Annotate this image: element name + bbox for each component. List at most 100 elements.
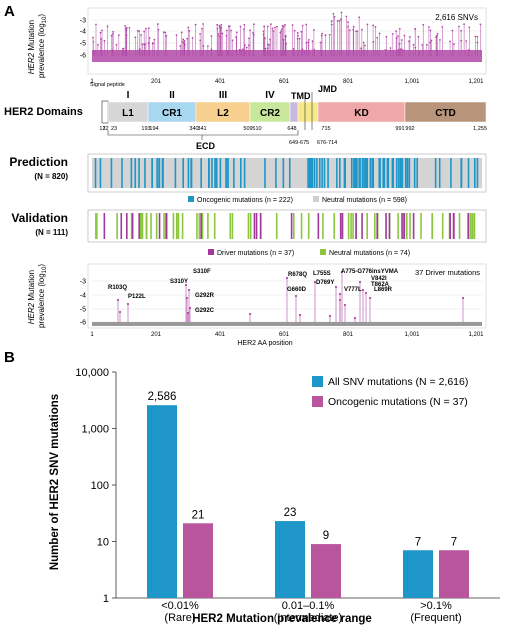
driver-mark bbox=[290, 213, 293, 239]
oncogenic-mark bbox=[355, 158, 357, 188]
top-lollipop-dot bbox=[355, 30, 357, 33]
top-lollipop-dot bbox=[435, 36, 437, 39]
neutral-validation-mark bbox=[307, 213, 310, 239]
top-lollipop-dot bbox=[266, 43, 269, 46]
top-lollipop-dot bbox=[175, 34, 178, 36]
top-lollipop-dot bbox=[408, 40, 410, 43]
top-lollipop-dot bbox=[216, 23, 219, 26]
neutral-validation-mark bbox=[181, 213, 184, 239]
driver-dot bbox=[184, 283, 188, 287]
top-lollipop-dot bbox=[106, 25, 109, 28]
top-lollipop-dot bbox=[429, 41, 431, 44]
driver-dot bbox=[248, 312, 252, 316]
oncogenic-mark bbox=[450, 158, 452, 188]
top-lollipop-dot bbox=[274, 26, 276, 29]
top-lollipop-dot bbox=[474, 35, 477, 38]
top-lollipop-dot bbox=[220, 23, 223, 26]
oncogenic-mark bbox=[474, 158, 476, 188]
top-lollipop-dot bbox=[298, 37, 301, 40]
bar bbox=[183, 523, 213, 598]
bottom-xtick-label: 601 bbox=[279, 332, 290, 338]
x-tick-label: (Frequent) bbox=[410, 612, 461, 624]
oncogenic-mark bbox=[211, 158, 213, 188]
mutation-label: P122L bbox=[128, 294, 146, 300]
legend-swatch bbox=[312, 396, 323, 407]
driver-dot bbox=[285, 276, 289, 280]
neutral-validation-mark bbox=[207, 213, 209, 239]
bar bbox=[439, 550, 469, 598]
top-lollipop-dot bbox=[99, 31, 102, 34]
neutral-validation-mark bbox=[229, 213, 232, 239]
top-lollipop-dot bbox=[266, 25, 269, 28]
validation-legend-label: Neutral mutations (n = 74) bbox=[329, 250, 410, 257]
top-lollipop-dot bbox=[112, 30, 115, 33]
driver-dot bbox=[361, 288, 365, 292]
driver-mark bbox=[131, 213, 134, 239]
oncogenic-mark bbox=[467, 158, 470, 188]
neutral-validation-mark bbox=[300, 213, 303, 239]
oncogenic-mark bbox=[264, 158, 266, 188]
driver-dot bbox=[188, 306, 192, 310]
top-lollipop-dot bbox=[430, 39, 433, 42]
oncogenic-mark bbox=[382, 158, 385, 188]
driver-dot bbox=[353, 316, 357, 320]
driver-mark bbox=[361, 213, 363, 239]
domain-position-label: 1,255 bbox=[473, 126, 487, 132]
oncogenic-mark bbox=[313, 158, 316, 188]
top-lollipop-dot bbox=[235, 31, 238, 34]
signal-peptide-label: Signal peptide bbox=[90, 82, 125, 88]
neutral-validation-mark bbox=[352, 213, 354, 239]
bottom-lollipop-plot: HER2 Mutation prevalence (log10) -3 -4 -5 -… bbox=[27, 264, 487, 347]
domain-position-label: 992 bbox=[405, 126, 414, 132]
top-lollipop-dot bbox=[332, 12, 335, 15]
validation-legend-label: Driver mutations (n = 37) bbox=[217, 250, 294, 257]
driver-dot bbox=[338, 292, 342, 296]
oncogenic-mark bbox=[378, 158, 381, 188]
driver-mark bbox=[403, 213, 406, 239]
bar-value-label: 21 bbox=[192, 509, 205, 521]
x-tick-label: 0.01–0.1% bbox=[282, 600, 335, 612]
top-xtick-label: 1,001 bbox=[404, 79, 420, 85]
x-tick-label: (Intermediate) bbox=[274, 612, 342, 624]
legend-label: All SNV mutations (N = 2,616) bbox=[328, 376, 468, 388]
top-lollipop-dot bbox=[225, 34, 228, 37]
mutation-label: R678Q bbox=[288, 272, 307, 278]
oncogenic-mark bbox=[318, 158, 321, 188]
domain-segment bbox=[297, 101, 319, 123]
top-lollipop-dot bbox=[389, 47, 392, 49]
top-lollipop-dot bbox=[463, 23, 465, 26]
oncogenic-mark bbox=[162, 158, 164, 188]
top-lollipop-dot bbox=[296, 31, 299, 34]
neutral-validation-mark bbox=[201, 213, 204, 239]
top-lollipop-dot bbox=[188, 29, 191, 32]
domain-segment-label: L2 bbox=[217, 108, 229, 119]
top-lollipop-dot bbox=[429, 29, 432, 32]
domains-title: HER2 Domains bbox=[4, 106, 83, 118]
driver-dot bbox=[126, 302, 130, 306]
neutral-validation-mark bbox=[405, 213, 408, 239]
top-annotation: 2,616 SNVs bbox=[435, 13, 478, 22]
validation-title: Validation bbox=[11, 211, 68, 225]
prediction-background bbox=[92, 158, 482, 188]
validation-legend-swatch bbox=[320, 249, 326, 255]
top-lollipop-dot bbox=[201, 27, 203, 30]
top-lollipop-dot bbox=[311, 40, 314, 43]
top-lollipop-dot bbox=[479, 23, 482, 26]
neutral-validation-mark bbox=[471, 213, 473, 239]
top-lollipop-dot bbox=[422, 23, 425, 26]
jmd-label: JMD bbox=[318, 84, 338, 94]
top-lollipop-dot bbox=[340, 11, 343, 14]
prediction-title: Prediction bbox=[9, 155, 68, 169]
top-xtick-label: 401 bbox=[215, 79, 226, 85]
panel-a-label: A bbox=[4, 3, 15, 20]
top-lollipop-dot bbox=[460, 29, 463, 32]
her2-domains: HER2 Domains Signal peptide L1 CR1 L2 CR2 KD… bbox=[4, 82, 487, 151]
oncogenic-mark bbox=[395, 158, 398, 188]
bottom-xlabel: HER2 AA position bbox=[237, 340, 292, 347]
neutral-validation-mark bbox=[458, 213, 461, 239]
oncogenic-mark bbox=[438, 158, 441, 188]
tmd-range: 649-675 bbox=[289, 140, 309, 146]
driver-dot bbox=[364, 291, 368, 295]
ecd-bracket bbox=[107, 130, 299, 140]
oncogenic-mark bbox=[275, 158, 277, 188]
